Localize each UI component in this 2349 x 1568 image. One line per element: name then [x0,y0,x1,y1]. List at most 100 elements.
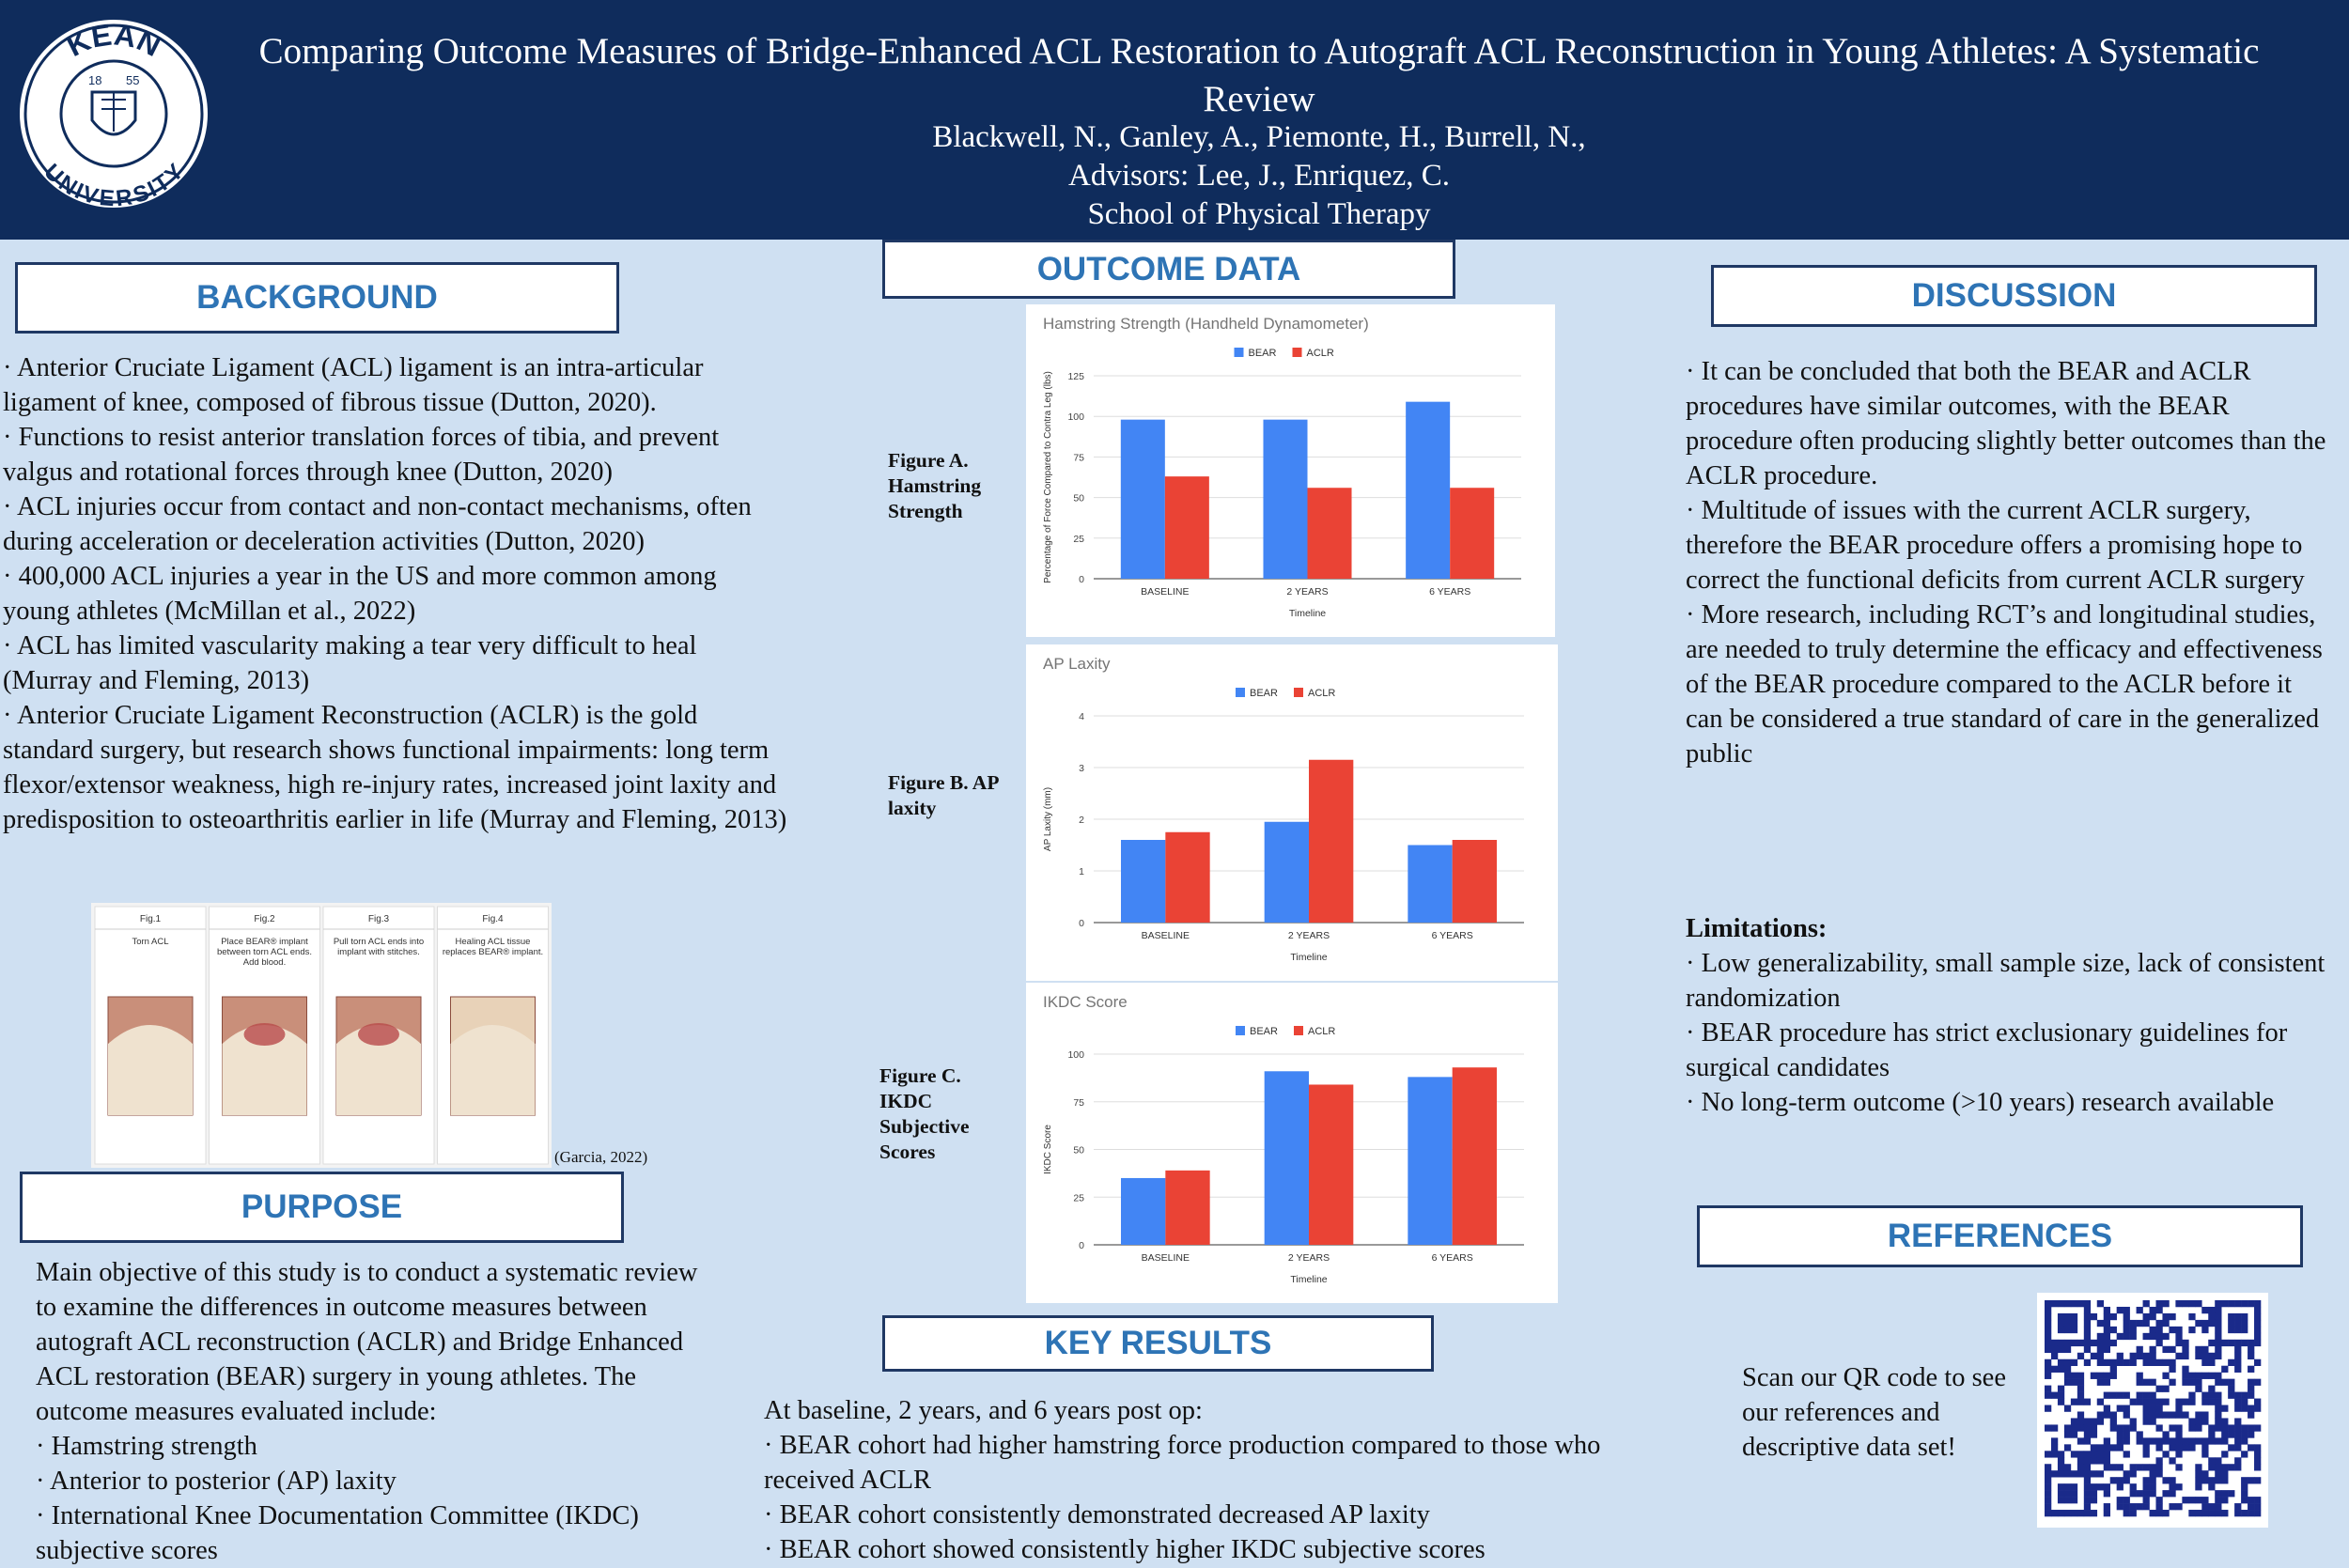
y-tick-label: 0 [1079,918,1084,929]
logo-shield [90,90,137,136]
qr-module [2077,1411,2085,1419]
qr-module [2136,1437,2143,1445]
qr-module [2045,1490,2052,1498]
qr-module [2063,1319,2072,1327]
legend-label: ACLR [1307,348,1334,359]
qr-module [2195,1319,2202,1327]
qr-module [2234,1437,2242,1445]
qr-module [2063,1358,2072,1366]
qr-module [2248,1378,2255,1386]
qr-module [2142,1503,2150,1511]
qr-module [2234,1345,2242,1354]
qr-module [2162,1358,2170,1366]
qr-module [2162,1490,2170,1498]
qr-module [2175,1431,2183,1438]
bar [1309,1084,1354,1245]
qr-module [2149,1411,2156,1419]
knee-illustration [222,1025,307,1115]
qr-module [2188,1300,2196,1308]
panel-caption: Pull torn ACL ends into implant with sti… [333,937,425,957]
qr-module [2142,1477,2150,1484]
section-heading: REFERENCES [1697,1205,2303,1267]
qr-module [2201,1470,2209,1478]
qr-module [2123,1411,2130,1419]
qr-module [2169,1424,2176,1432]
qr-module [2045,1365,2052,1373]
qr-module [2169,1365,2176,1373]
qr-module [2248,1391,2255,1399]
qr-module [2234,1339,2242,1347]
qr-module [2221,1490,2229,1498]
qr-module [2109,1418,2117,1425]
qr-module [2096,1457,2105,1465]
qr-module [2254,1444,2262,1452]
qr-module [2116,1477,2123,1484]
qr-module [2241,1424,2248,1432]
qr-module [2116,1497,2123,1504]
qr-module [2103,1483,2110,1491]
qr-module [2234,1418,2242,1425]
qr-module [2136,1431,2143,1438]
panel-caption: Torn ACL [132,937,169,947]
qr-module [2175,1411,2183,1419]
qr-module [2221,1365,2229,1373]
qr-module [2070,1300,2078,1308]
x-tick-label: 2 YEARS [1288,930,1330,941]
qr-module [2155,1332,2163,1341]
qr-module [2169,1444,2176,1452]
qr-module [2228,1378,2235,1386]
qr-module [2129,1483,2137,1491]
qr-module [2195,1470,2202,1478]
y-tick-label: 1 [1079,866,1084,877]
section-heading: OUTCOME DATA [882,240,1455,299]
bullet: · BEAR cohort showed consistently higher… [764,1535,1486,1564]
qr-module [2241,1497,2248,1504]
qr-module [2045,1470,2052,1478]
qr-module [2228,1431,2235,1438]
qr-module [2070,1358,2078,1366]
qr-module [2162,1437,2170,1445]
qr-module [2090,1451,2098,1458]
qr-module [2050,1352,2059,1360]
qr-module [2169,1457,2176,1465]
qr-module [2175,1424,2183,1432]
qr-module [2215,1300,2222,1308]
qr-module [2195,1378,2202,1386]
qr-module [2063,1372,2072,1379]
qr-module [2129,1490,2137,1498]
x-axis-label: Timeline [1290,952,1327,963]
qr-module [2050,1365,2059,1373]
qr-module [2103,1444,2110,1452]
qr-module [2045,1391,2052,1399]
qr-module [2070,1470,2078,1478]
qr-module [2228,1358,2235,1366]
legend-swatch [1236,688,1245,697]
qr-module [2215,1345,2222,1354]
qr-code[interactable] [2037,1293,2268,1528]
qr-module [2221,1464,2229,1471]
qr-module [2063,1470,2072,1478]
qr-module [2063,1405,2072,1412]
qr-module [2090,1497,2098,1504]
qr-module [2254,1312,2262,1321]
qr-module [2175,1444,2183,1452]
qr-module [2215,1503,2222,1511]
qr-module [2123,1358,2130,1366]
qr-module [2175,1398,2183,1405]
qr-module [2149,1345,2156,1354]
section-heading: KEY RESULTS [882,1315,1434,1372]
qr-module [2083,1312,2092,1321]
qr-module [2215,1306,2222,1314]
qr-module [2103,1332,2110,1341]
panel-caption-box: Place BEAR® implant between torn ACL end… [217,937,312,968]
qr-module [2175,1483,2183,1491]
logo-year: 18 [88,73,101,87]
qr-module [2169,1378,2176,1386]
qr-module [2129,1503,2137,1511]
header: KEAN UNIVERSITY 18 55 Comparing Outcome … [0,0,2349,240]
qr-module [2248,1444,2255,1452]
qr-module [2109,1312,2117,1321]
qr-module [2175,1405,2183,1412]
qr-module [2129,1332,2137,1341]
qr-module [2096,1411,2105,1419]
